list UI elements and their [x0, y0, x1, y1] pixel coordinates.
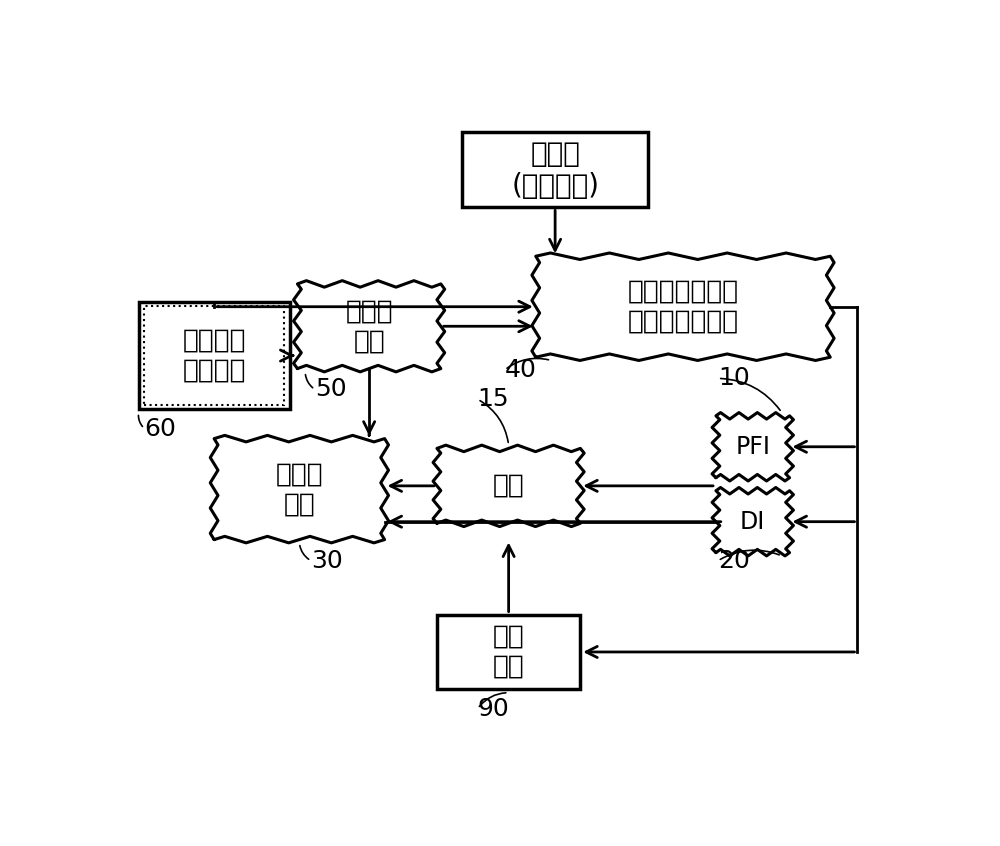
Bar	[462, 133, 648, 207]
Text: 歧管: 歧管	[493, 473, 524, 499]
Bar	[144, 306, 284, 404]
Bar	[536, 256, 830, 357]
Text: 发动机
工况: 发动机 工况	[345, 299, 393, 354]
Text: 90: 90	[478, 696, 509, 721]
Text: 操作者
(负载需量): 操作者 (负载需量)	[511, 140, 599, 201]
Text: 发动机性
能传感器: 发动机性 能传感器	[182, 327, 246, 383]
Bar	[437, 614, 580, 689]
Bar	[139, 302, 290, 409]
Text: 用于减少颗粒的
发动机控制单元: 用于减少颗粒的 发动机控制单元	[627, 278, 739, 335]
Bar	[437, 448, 580, 524]
Text: 20: 20	[718, 549, 750, 573]
Text: 60: 60	[144, 416, 176, 441]
Text: 发动机
汽缸: 发动机 汽缸	[276, 461, 323, 517]
Bar	[437, 614, 580, 689]
Bar	[214, 438, 385, 540]
Text: 50: 50	[315, 377, 347, 402]
Text: 气门
正时: 气门 正时	[493, 624, 524, 680]
Bar	[462, 133, 648, 207]
Text: 30: 30	[311, 549, 343, 573]
Bar	[716, 491, 790, 552]
Text: 40: 40	[505, 358, 537, 382]
Text: 10: 10	[718, 366, 750, 390]
Text: PFI: PFI	[735, 435, 770, 459]
Bar	[139, 302, 290, 409]
Bar	[297, 284, 441, 369]
Text: 15: 15	[478, 387, 509, 411]
Text: DI: DI	[740, 509, 765, 534]
Bar	[716, 416, 790, 478]
